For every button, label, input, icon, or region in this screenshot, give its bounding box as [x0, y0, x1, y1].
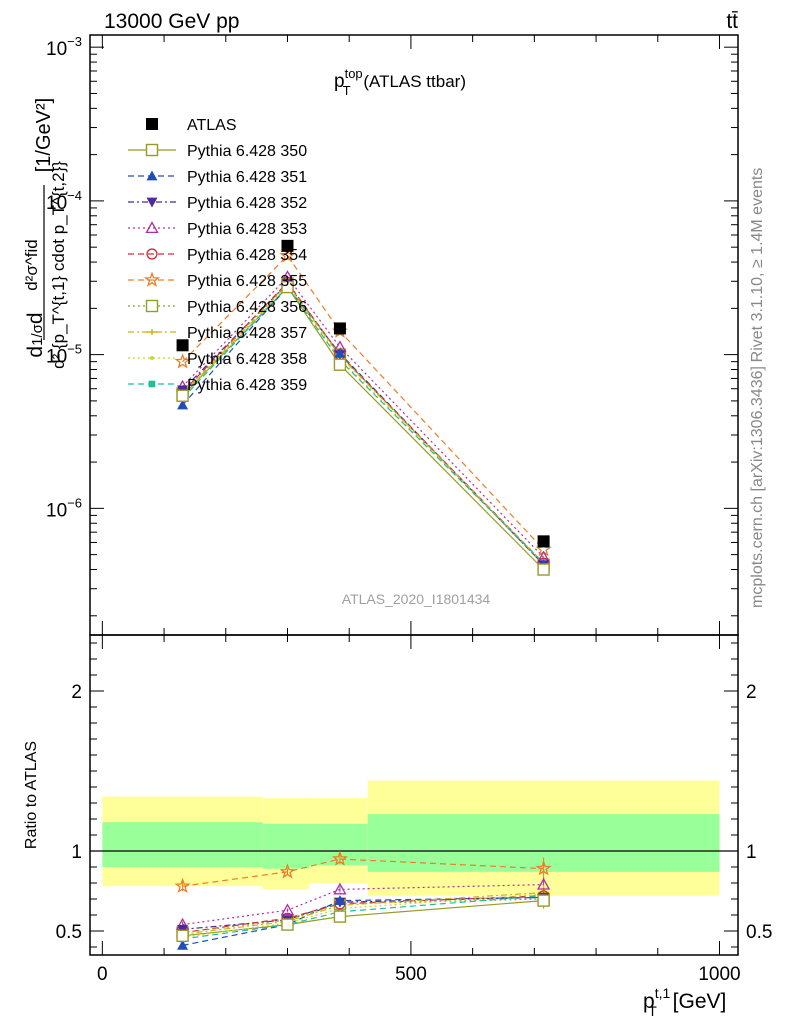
xtick-label-1: 500: [395, 964, 427, 985]
ratio-series-line-10: [182, 895, 544, 940]
legend-marker-6: [143, 271, 161, 287]
ratio-point-6-3: [535, 860, 552, 876]
main-series-line-6: [182, 254, 545, 550]
legend-label-8: Pythia 6.428 357: [187, 325, 307, 342]
main-point-0-3: [537, 535, 550, 548]
main-series-line-8: [182, 283, 545, 564]
main-series-line-2: [182, 286, 545, 566]
main-series-line-7: [182, 282, 545, 566]
ratio-point-6-2: [331, 850, 348, 866]
svg-text:d²σ^fid: d²σ^fid: [22, 239, 41, 291]
ratio-panel: 0.5 0.5 1 1 2 2 0 500 1000: [56, 634, 772, 985]
ratio-point-6-0: [174, 877, 191, 893]
rivet-label: Rivet 3.1.10, ≥ 1.4M events: [749, 168, 766, 363]
legend-label-9: Pythia 6.428 358: [187, 351, 307, 368]
analysis-label: ATLAS_2020_I1801434: [342, 591, 491, 607]
header-right: tt̄: [726, 10, 738, 33]
legend-marker-9: [150, 356, 154, 360]
legend-label-7: Pythia 6.428 356: [187, 299, 307, 316]
ratio-series-line-5: [182, 895, 544, 934]
legend-label-10: Pythia 6.428 359: [187, 377, 307, 394]
legend-label-5: Pythia 6.428 354: [187, 247, 307, 264]
legend-marker-2: [146, 170, 158, 181]
legend-marker-7: [145, 299, 159, 313]
main-point-1-3: [537, 563, 550, 576]
ratio-ylabel: Ratio to ATLAS: [23, 741, 40, 849]
main-ytick-label-2: 10−4: [46, 188, 82, 214]
ratio-band-inner-2: [309, 823, 368, 866]
svg-text:d1/σd: d1/σd: [24, 312, 47, 357]
legend-marker-0: [146, 118, 158, 130]
x-axis-label: pt,1 T [GeV]: [643, 985, 726, 1019]
main-ytick-label-0: 10−6: [46, 495, 82, 521]
legend-label-0: ATLAS: [187, 117, 237, 134]
main-point-1-1: [281, 280, 294, 294]
ratio-point-1-1: [281, 918, 294, 931]
header-left: 13000 GeV pp: [104, 10, 239, 33]
main-point-0-1: [281, 239, 294, 252]
ratio-point-4-1: [280, 903, 295, 916]
ratio-ytick-label-right-2: 2: [746, 682, 757, 703]
legend-label-1: Pythia 6.428 350: [187, 143, 307, 160]
ratio-point-4-2: [333, 882, 347, 895]
legend-label-2: Pythia 6.428 351: [187, 169, 307, 186]
mcplots-label: mcplots.cern.ch [arXiv:1306.3436]: [749, 366, 766, 608]
ratio-band-inner-1: [262, 823, 310, 869]
main-series-line-5: [182, 281, 545, 564]
ratio-point-2-2: [334, 895, 346, 905]
ratio-point-1-3: [537, 894, 550, 907]
ratio-series-line-1: [182, 900, 544, 937]
main-ylabel: d1/σd d²σ^fid d² {p_T^{t,1} cdot p_T^{t,…: [22, 98, 68, 369]
legend-marker-5: [146, 248, 158, 260]
legend-marker-1: [145, 143, 159, 157]
ratio-point-1-2: [333, 910, 347, 923]
svg-text:[1/GeV²]: [1/GeV²]: [33, 98, 55, 172]
ratio-point-6-1: [279, 863, 296, 879]
legend-label-4: Pythia 6.428 353: [187, 221, 307, 238]
xtick-label-2: 1000: [698, 964, 740, 985]
main-ytick-label-3: 10−3: [46, 34, 82, 60]
ratio-frame: [89, 634, 739, 956]
main-point-2-0: [177, 399, 189, 410]
svg-text:d² {p_T^{t,1} cdot p_T^{t,2}}: d² {p_T^{t,1} cdot p_T^{t,2}}: [49, 161, 68, 369]
legend-label-3: Pythia 6.428 352: [187, 195, 307, 212]
legend-marker-8: [146, 329, 158, 335]
ratio-series-line-2: [182, 896, 544, 946]
main-point-0-2: [333, 322, 346, 335]
ratio-ytick-label-0: 0.5: [56, 922, 82, 943]
main-ytick-label-1: 10−5: [46, 342, 82, 368]
ratio-band-inner-0: [102, 822, 263, 867]
legend: ATLAS Pythia 6.428 350 Pythia 6.428 351 Pyt…: [128, 117, 307, 394]
ratio-point-1-0: [176, 929, 189, 942]
main-series-line-9: [182, 284, 545, 564]
ratio-series-line-6: [182, 858, 544, 887]
legend-marker-4: [145, 221, 159, 234]
main-point-6-0: [174, 353, 191, 369]
legend-marker-10: [148, 380, 156, 388]
ratio-point-4-3: [536, 877, 551, 890]
ratio-ytick-label-1: 1: [71, 842, 82, 863]
main-point-0-0: [176, 339, 189, 352]
legend-marker-3: [146, 197, 158, 208]
main-point-6-1: [279, 247, 296, 263]
main-point-1-0: [176, 389, 189, 402]
ratio-point-2-0: [177, 939, 189, 950]
xtick-label-0: 0: [97, 964, 108, 985]
chart-title: ptop T (ATLAS ttbar): [334, 66, 466, 98]
legend-label-6: Pythia 6.428 355: [187, 273, 307, 290]
ratio-ytick-label-right-0: 0.5: [746, 922, 772, 943]
ratio-ytick-label-right-1: 1: [746, 842, 757, 863]
main-series-line-4: [182, 276, 545, 558]
ratio-ytick-label-2: 2: [71, 682, 82, 703]
main-point-1-2: [333, 358, 347, 371]
main-point-2-2: [334, 347, 346, 358]
ratio-series-line-8: [182, 892, 544, 935]
